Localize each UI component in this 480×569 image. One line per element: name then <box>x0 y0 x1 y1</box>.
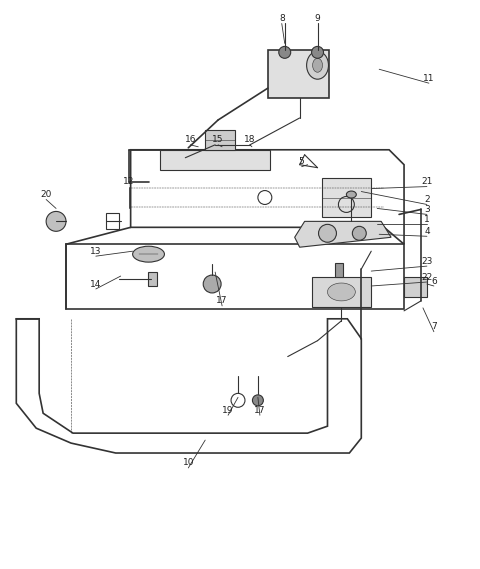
Text: 7: 7 <box>431 322 437 331</box>
Ellipse shape <box>307 51 328 79</box>
Text: 22: 22 <box>421 273 432 282</box>
Text: 2: 2 <box>424 195 430 204</box>
Text: 19: 19 <box>222 406 234 415</box>
Circle shape <box>279 47 291 58</box>
Text: 9: 9 <box>315 14 321 23</box>
Text: 17: 17 <box>216 296 228 306</box>
Circle shape <box>319 224 336 242</box>
Text: 18: 18 <box>244 135 256 145</box>
Circle shape <box>352 226 366 240</box>
Ellipse shape <box>327 283 355 301</box>
Polygon shape <box>295 221 391 247</box>
Text: 11: 11 <box>423 74 435 83</box>
Text: 12: 12 <box>123 177 134 186</box>
Polygon shape <box>312 277 371 307</box>
Text: 17: 17 <box>254 406 265 415</box>
Circle shape <box>252 395 264 406</box>
Circle shape <box>312 47 324 58</box>
Text: 20: 20 <box>40 190 52 199</box>
Polygon shape <box>404 277 427 297</box>
Polygon shape <box>322 178 371 217</box>
Text: 1: 1 <box>424 215 430 224</box>
Circle shape <box>46 212 66 232</box>
Text: 13: 13 <box>90 247 102 255</box>
Text: 5: 5 <box>299 157 304 166</box>
Text: 6: 6 <box>431 277 437 286</box>
Ellipse shape <box>132 246 165 262</box>
Text: 8: 8 <box>279 14 285 23</box>
Ellipse shape <box>347 191 356 198</box>
Text: 4: 4 <box>424 227 430 236</box>
Text: 23: 23 <box>421 257 432 266</box>
Text: 10: 10 <box>182 459 194 468</box>
Text: 15: 15 <box>212 135 224 145</box>
Text: 21: 21 <box>421 177 432 186</box>
Text: 16: 16 <box>184 135 196 145</box>
Text: 14: 14 <box>90 279 102 288</box>
Bar <box>205 130 235 150</box>
Bar <box>336 263 343 277</box>
Ellipse shape <box>312 58 323 72</box>
Text: 3: 3 <box>424 205 430 214</box>
Bar <box>268 51 329 98</box>
Circle shape <box>203 275 221 293</box>
Polygon shape <box>160 150 270 170</box>
Bar <box>147 272 157 286</box>
